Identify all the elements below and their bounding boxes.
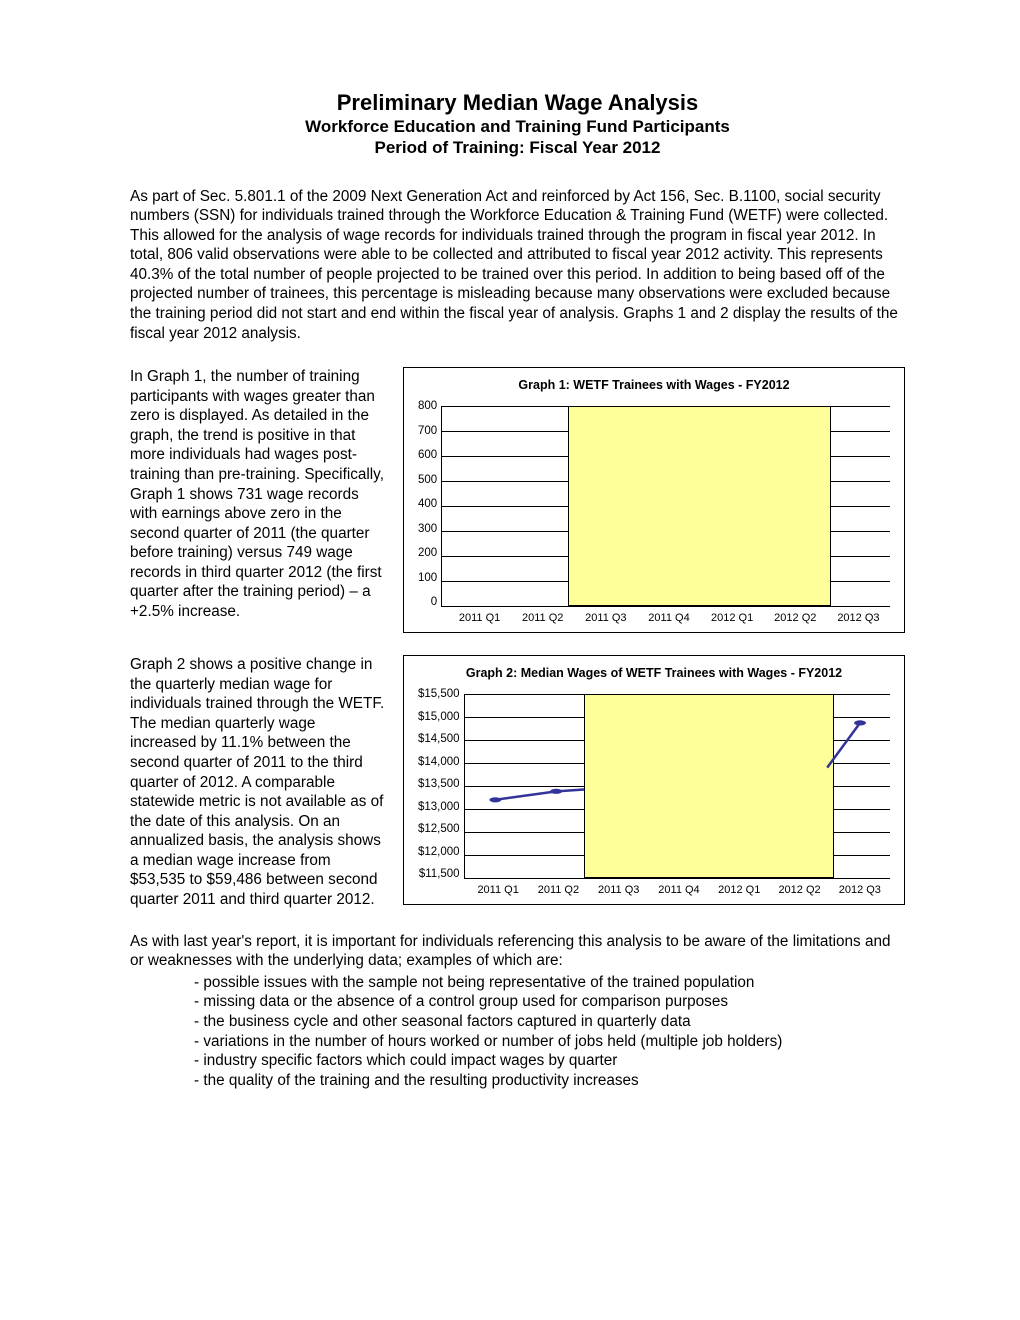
xtick-label: 2012 Q2 (769, 884, 829, 896)
ytick-label: $13,500 (418, 778, 460, 790)
xtick-label: 2011 Q1 (448, 612, 511, 624)
xtick-label: 2012 Q1 (709, 884, 769, 896)
graph1-yaxis: 800 700 600 500 400 300 200 100 0 (418, 400, 441, 608)
graph1-row: In Graph 1, the number of training parti… (130, 367, 905, 633)
ytick-label: 700 (418, 425, 437, 437)
graph1-xaxis: 2011 Q12011 Q22011 Q32011 Q42012 Q12012 … (448, 612, 890, 624)
xtick-label: 2011 Q1 (468, 884, 528, 896)
xtick-label: 2012 Q3 (830, 884, 890, 896)
ytick-label: $14,000 (418, 756, 460, 768)
graph1-plot: 800 700 600 500 400 300 200 100 0 (418, 400, 890, 608)
intro-paragraph: As part of Sec. 5.801.1 of the 2009 Next… (130, 187, 905, 344)
limitations-section: As with last year's report, it is import… (130, 932, 905, 1091)
graph1-plot-area (441, 406, 890, 607)
document-page: Preliminary Median Wage Analysis Workfor… (0, 0, 1020, 1320)
graph1-text: In Graph 1, the number of training parti… (130, 367, 385, 622)
limitations-list: - possible issues with the sample not be… (130, 973, 905, 1090)
graph2-text: Graph 2 shows a positive change in the q… (130, 655, 385, 910)
graph1-title: Graph 1: WETF Trainees with Wages - FY20… (418, 378, 890, 392)
graph2-line (465, 694, 890, 878)
graph1-chart: Graph 1: WETF Trainees with Wages - FY20… (403, 367, 905, 633)
ytick-label: 0 (431, 596, 437, 608)
limitation-item: - missing data or the absence of a contr… (130, 992, 905, 1012)
xtick-label: 2012 Q2 (764, 612, 827, 624)
xtick-label: 2011 Q3 (589, 884, 649, 896)
title-sub2: Period of Training: Fiscal Year 2012 (130, 137, 905, 158)
xtick-label: 2011 Q3 (574, 612, 637, 624)
xtick-label: 2011 Q2 (528, 884, 588, 896)
ytick-label: 800 (418, 400, 437, 412)
ytick-label: 500 (418, 474, 437, 486)
ytick-label: 400 (418, 498, 437, 510)
graph2-yaxis: $15,500 $15,000 $14,500 $14,000 $13,500 $13,0… (418, 688, 464, 880)
xtick-label: 2012 Q1 (701, 612, 764, 624)
ytick-label: $12,000 (418, 846, 460, 858)
graph1-bars (442, 406, 890, 606)
xtick-label: 2012 Q3 (827, 612, 890, 624)
ytick-label: $15,000 (418, 711, 460, 723)
graph2-plot-area (464, 694, 890, 879)
ytick-label: $12,500 (418, 823, 460, 835)
ytick-label: 100 (418, 572, 437, 584)
graph2-title: Graph 2: Median Wages of WETF Trainees w… (418, 666, 890, 680)
graph2-row: Graph 2 shows a positive change in the q… (130, 655, 905, 910)
limitation-item: - the quality of the training and the re… (130, 1071, 905, 1091)
ytick-label: $11,500 (419, 868, 460, 880)
limitation-item: - variations in the number of hours work… (130, 1032, 905, 1052)
title-sub1: Workforce Education and Training Fund Pa… (130, 116, 905, 137)
limitation-item: - possible issues with the sample not be… (130, 973, 905, 993)
ytick-label: 200 (418, 547, 437, 559)
ytick-label: $14,500 (418, 733, 460, 745)
xtick-label: 2011 Q2 (511, 612, 574, 624)
ytick-label: $13,000 (418, 801, 460, 813)
xtick-label: 2011 Q4 (649, 884, 709, 896)
limitations-intro: As with last year's report, it is import… (130, 932, 905, 971)
title-block: Preliminary Median Wage Analysis Workfor… (130, 90, 905, 159)
limitation-item: - industry specific factors which could … (130, 1051, 905, 1071)
ytick-label: 600 (418, 449, 437, 461)
xtick-label: 2011 Q4 (637, 612, 700, 624)
ytick-label: $15,500 (418, 688, 460, 700)
graph2-xaxis: 2011 Q12011 Q22011 Q32011 Q42012 Q12012 … (468, 884, 890, 896)
graph2-chart: Graph 2: Median Wages of WETF Trainees w… (403, 655, 905, 905)
limitation-item: - the business cycle and other seasonal … (130, 1012, 905, 1032)
graph2-plot: $15,500 $15,000 $14,500 $14,000 $13,500 $13,0… (418, 688, 890, 880)
ytick-label: 300 (418, 523, 437, 535)
title-main: Preliminary Median Wage Analysis (130, 90, 905, 116)
